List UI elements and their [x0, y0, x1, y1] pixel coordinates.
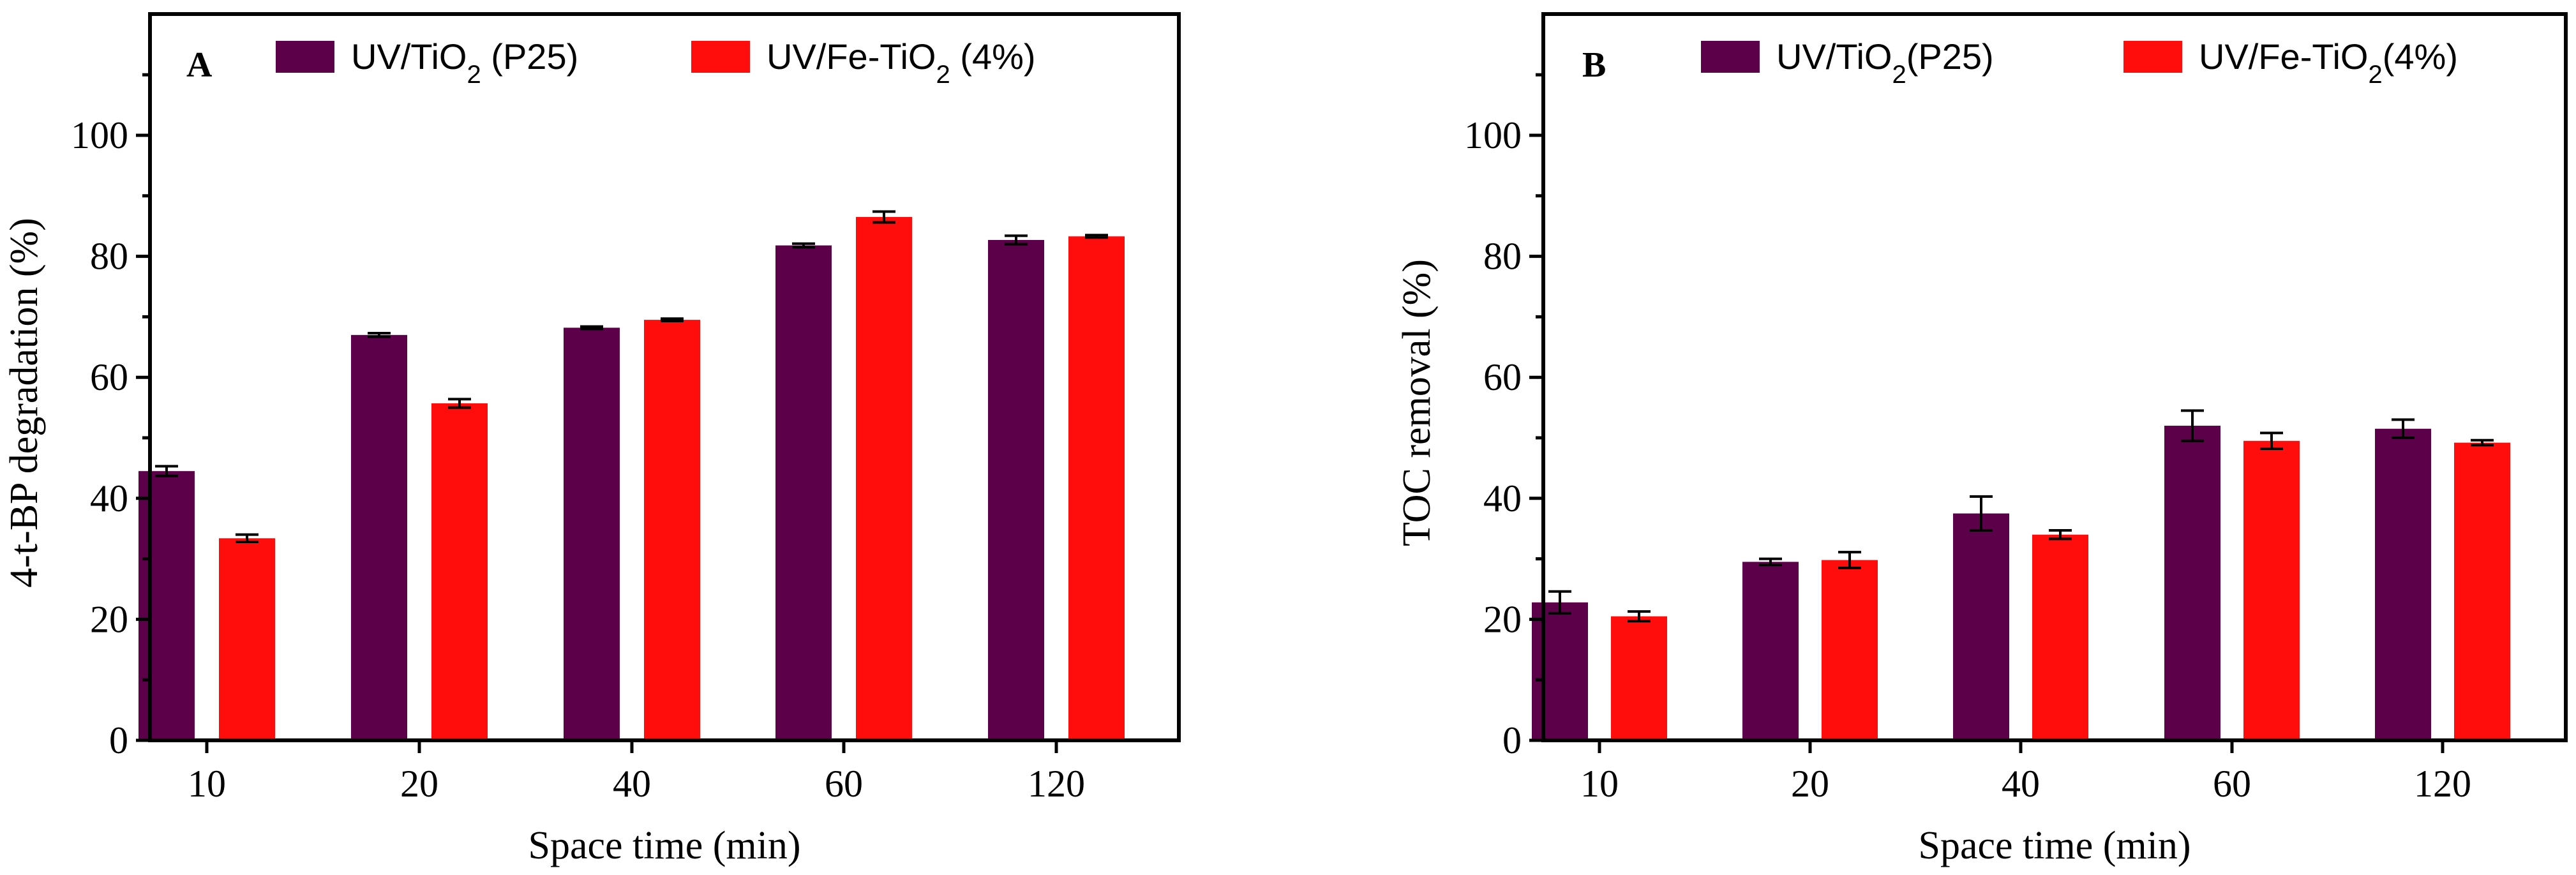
error-bar-B-s1-60: [2181, 409, 2204, 442]
y-tick-label-A-100: 100: [71, 114, 128, 156]
y-tick-label-B-40: 40: [1483, 477, 1522, 520]
error-bar-B-s2-120: [2471, 438, 2494, 447]
bar-B-s2-10: [1611, 616, 1667, 740]
error-bar-A-s2-40: [661, 317, 684, 323]
bar-B-s2-40: [2032, 534, 2088, 740]
error-bar-B-s2-60: [2260, 431, 2283, 451]
error-bar-B-s2-20: [1838, 551, 1861, 569]
legend-swatch-B-s2: [2123, 41, 2182, 73]
error-bar-B-s1-40: [1970, 495, 1993, 532]
error-bar-A-s1-10: [155, 465, 178, 477]
legend-label-B-s1: UV/TiO2(P25): [1776, 36, 1994, 89]
x-tick-label-A-20: 20: [400, 763, 438, 805]
error-bar-B-s2-10: [1628, 610, 1651, 623]
y-tick-label-A-40: 40: [90, 477, 128, 520]
y-axis-title-B: TOC removal (%): [1395, 259, 1439, 546]
bar-B-s1-10: [1532, 602, 1588, 740]
bar-A-s2-40: [644, 320, 700, 740]
error-bar-A-s1-40: [580, 325, 603, 331]
error-bar-A-s1-120: [1005, 234, 1028, 246]
bar-A-s2-20: [431, 403, 488, 740]
legend-label-B-s2: UV/Fe-TiO2(4%): [2199, 36, 2458, 89]
bar-A-s1-10: [139, 471, 195, 740]
bar-B-s1-60: [2164, 426, 2220, 740]
bar-A-s1-120: [988, 240, 1044, 740]
panel-letter-B: B: [1582, 45, 1606, 85]
x-tick-label-B-120: 120: [2414, 763, 2471, 805]
error-bar-B-s1-20: [1759, 557, 1782, 567]
bar-B-s1-120: [2375, 428, 2431, 740]
error-bar-B-s2-40: [2049, 529, 2072, 541]
bar-B-s1-20: [1742, 562, 1799, 740]
legend-swatch-B-s1: [1701, 41, 1760, 73]
x-tick-label-A-120: 120: [1028, 763, 1085, 805]
y-tick-label-A-20: 20: [90, 598, 128, 640]
x-axis-title-A: Space time (min): [528, 824, 801, 867]
error-bar-A-s1-20: [368, 331, 391, 338]
legend-B: UV/TiO2(P25) UV/Fe-TiO2(4%): [1701, 36, 2458, 89]
bar-A-s1-20: [351, 334, 407, 740]
y-tick-label-B-100: 100: [1464, 114, 1522, 156]
legend-swatch-A-s1: [276, 41, 334, 73]
y-tick-label-B-0: 0: [1502, 719, 1522, 761]
legend-swatch-A-s2: [691, 41, 750, 73]
error-bar-B-s1-10: [1548, 590, 1571, 615]
y-tick-label-A-60: 60: [90, 356, 128, 398]
error-bar-A-s2-60: [872, 210, 895, 224]
bar-A-s1-60: [775, 245, 832, 740]
legend-label-A-s1: UV/TiO2 (P25): [351, 36, 578, 89]
y-tick-label-B-20: 20: [1483, 598, 1522, 640]
panel-A: 0 20 40 60 80 100 10 20 40 60 120 Space time (min) 4…: [3, 12, 1181, 867]
error-bar-B-s1-120: [2392, 418, 2415, 439]
error-bar-A-s2-20: [448, 398, 471, 409]
bar-A-s2-10: [219, 538, 275, 740]
panel-B: 0 20 40 60 80 100 10 20 40 60 120 Space time (min) T…: [1395, 12, 2568, 867]
y-tick-label-B-60: 60: [1483, 356, 1522, 398]
y-axis-title-A: 4-t-BP degradation (%): [3, 218, 46, 588]
x-tick-label-B-40: 40: [2002, 763, 2040, 805]
x-axis-title-B: Space time (min): [1919, 824, 2191, 867]
panel-letter-A: A: [186, 45, 213, 85]
x-tick-label-A-60: 60: [825, 763, 863, 805]
y-tick-label-B-80: 80: [1483, 236, 1522, 278]
bar-B-s1-40: [1953, 513, 2009, 740]
y-tick-label-A-0: 0: [109, 719, 128, 761]
bar-B-s2-20: [1822, 560, 1878, 740]
x-tick-label-B-20: 20: [1791, 763, 1829, 805]
x-tick-label-A-10: 10: [188, 763, 226, 805]
error-bar-A-s1-60: [792, 242, 815, 249]
legend-A: UV/TiO2 (P25) UV/Fe-TiO2 (4%): [276, 36, 1036, 89]
error-bar-A-s2-10: [236, 533, 258, 544]
bar-A-s2-60: [856, 216, 912, 741]
x-tick-label-B-10: 10: [1580, 763, 1619, 805]
y-tick-label-A-80: 80: [90, 236, 128, 278]
legend-label-A-s2: UV/Fe-TiO2 (4%): [767, 36, 1036, 89]
bar-A-s2-120: [1068, 236, 1125, 740]
x-tick-label-A-40: 40: [613, 763, 651, 805]
error-bar-A-s2-120: [1085, 234, 1108, 239]
bar-B-s2-120: [2454, 442, 2510, 740]
bar-B-s2-60: [2243, 440, 2300, 740]
x-tick-label-B-60: 60: [2213, 763, 2251, 805]
bar-A-s1-40: [564, 327, 620, 740]
